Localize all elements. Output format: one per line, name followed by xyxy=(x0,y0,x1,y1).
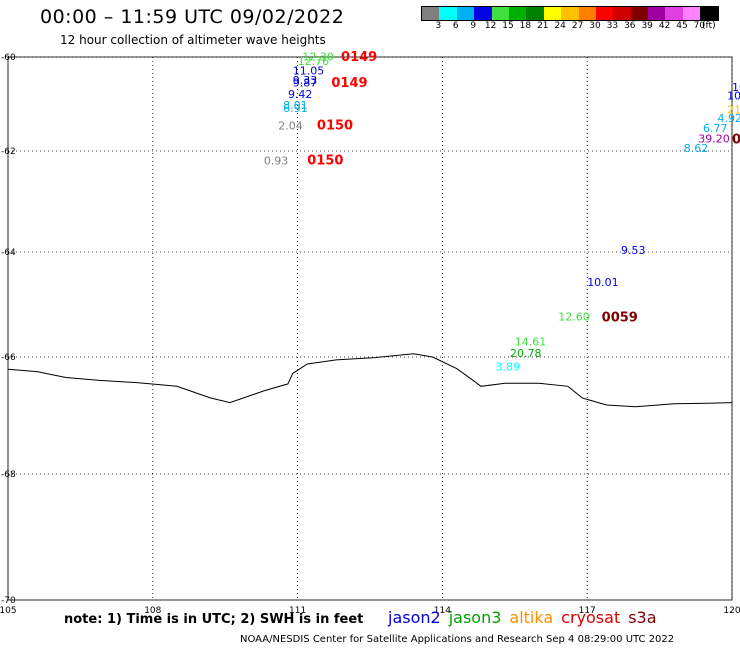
wave-height-value: 12.60 xyxy=(558,310,590,323)
color-swatch xyxy=(491,7,509,20)
color-swatch xyxy=(526,7,544,20)
latitude-label: -68 xyxy=(1,470,16,480)
color-scale-labels: 3 6 9 12 15 18 21 24 27 30 33 36 39 42 45 70 (ft) xyxy=(421,21,740,33)
pass-time-label: 0149 xyxy=(331,76,367,91)
wave-height-value: 8.62 xyxy=(684,142,709,155)
color-swatch xyxy=(630,7,649,20)
pass-time-label: 0149 xyxy=(341,50,377,65)
wave-height-value: 9.53 xyxy=(621,244,646,257)
color-swatch xyxy=(578,7,596,20)
color-swatch xyxy=(665,7,683,20)
color-swatch xyxy=(561,7,579,20)
color-swatch xyxy=(508,7,527,20)
color-scale-label: 15 xyxy=(502,21,514,31)
wave-height-value: 8.01 xyxy=(283,99,308,112)
color-scale-label: 33 xyxy=(606,21,619,31)
longitude-label: 120 xyxy=(723,606,740,616)
wave-height-value: 20.78 xyxy=(510,347,542,360)
wave-height-value: 21 xyxy=(727,103,740,116)
longitude-label: 117 xyxy=(579,606,596,616)
color-scale-label: 21 xyxy=(537,21,549,31)
map-frame xyxy=(7,56,733,601)
pass-time-label: 0150 xyxy=(317,118,353,133)
pass-time-label: 0059 xyxy=(602,310,638,325)
color-swatch xyxy=(682,7,701,20)
color-scale-label: (ft) xyxy=(702,21,716,31)
color-swatch xyxy=(543,7,562,20)
pass-time-labels: 0149 0149 0150 0150 0059 0( xyxy=(307,50,740,325)
longitude-label: 108 xyxy=(144,606,161,616)
latitude-label: -66 xyxy=(1,353,16,363)
coastline xyxy=(7,353,733,408)
wave-height-value: 3.89 xyxy=(495,360,520,373)
color-scale-bar xyxy=(421,6,719,21)
color-swatch xyxy=(439,7,457,20)
color-scale-label: 6 xyxy=(452,21,459,31)
wave-height-value: 0.93 xyxy=(264,155,289,168)
longitude-label: 105 xyxy=(0,606,17,616)
wave-height-value: 10.01 xyxy=(587,276,619,289)
color-scale-label: 36 xyxy=(624,21,636,31)
longitude-label: 114 xyxy=(434,606,451,616)
satellite-legend-item: cryosat xyxy=(561,608,621,627)
credit-line: NOAA/NESDIS Center for Satellite Applica… xyxy=(240,634,675,645)
color-scale-label: 24 xyxy=(554,21,566,31)
wave-height-value: 10. xyxy=(727,89,740,102)
wave-height-value: 11.05 xyxy=(293,64,325,77)
color-swatch xyxy=(700,7,718,20)
wave-height-value: 12.76 xyxy=(298,55,330,68)
wave-height-value: 4.92 xyxy=(718,112,740,125)
wave-height-value: 39.20 xyxy=(698,133,730,146)
wave-height-value: 9.87 xyxy=(293,77,318,90)
wave-height-value: 6.91 xyxy=(283,102,308,115)
wave-height-value: 12.30 xyxy=(302,50,334,63)
color-swatch xyxy=(613,7,631,20)
color-scale-label: 3 xyxy=(435,21,442,31)
wave-height-value: 9.33 xyxy=(293,74,318,87)
color-scale-label: 45 xyxy=(676,21,688,31)
color-swatch xyxy=(595,7,614,20)
satellite-legend-item: jason2 xyxy=(388,608,441,627)
color-scale-label: 27 xyxy=(571,21,584,31)
latitude-label: -62 xyxy=(1,147,16,157)
map-subtitle: 12 hour collection of altimeter wave hei… xyxy=(60,33,326,47)
pass-time-label: 0( xyxy=(732,132,740,147)
color-scale-label: 42 xyxy=(658,21,671,31)
wave-height-value: 14.61 xyxy=(515,335,547,348)
lat-lon-grid xyxy=(7,56,733,601)
latitude-label: -70 xyxy=(1,596,16,606)
wave-height-value: 9.42 xyxy=(288,88,313,101)
color-scale-label: 12 xyxy=(484,21,497,31)
pass-time-label: 0150 xyxy=(307,154,343,169)
satellite-legend-item: jason3 xyxy=(448,608,502,627)
wave-height-value: 10 xyxy=(732,81,740,94)
satellite-legend-item: altika xyxy=(509,608,554,627)
color-scale-label: 70 xyxy=(693,21,706,31)
color-swatch xyxy=(474,7,492,20)
wave-height-value: 6.77 xyxy=(703,122,728,135)
color-scale-label: 30 xyxy=(589,21,601,31)
wave-height-value: 2.04 xyxy=(278,119,303,132)
color-scale-label: 9 xyxy=(470,21,477,31)
color-scale-label: 18 xyxy=(519,21,532,31)
latitude-label: -60 xyxy=(1,53,16,63)
color-swatch xyxy=(648,7,666,20)
latitude-tick-labels: -60 -62 -64 -66 -68 -70 xyxy=(1,53,16,606)
color-scale-label: 39 xyxy=(641,21,653,31)
satellite-legend: jason2 jason3 altika cryosat s3a xyxy=(388,608,665,627)
longitude-tick-labels: 105 108 111 114 117 120 xyxy=(0,606,740,616)
color-swatch xyxy=(422,7,440,20)
satellite-legend-item: s3a xyxy=(628,608,657,627)
footnote: note: 1) Time is in UTC; 2) SWH is in fe… xyxy=(64,612,364,627)
color-swatch xyxy=(456,7,475,20)
map-title: 00:00 – 11:59 UTC 09/02/2022 xyxy=(40,6,345,28)
latitude-label: -64 xyxy=(1,248,16,258)
longitude-label: 111 xyxy=(289,606,306,616)
